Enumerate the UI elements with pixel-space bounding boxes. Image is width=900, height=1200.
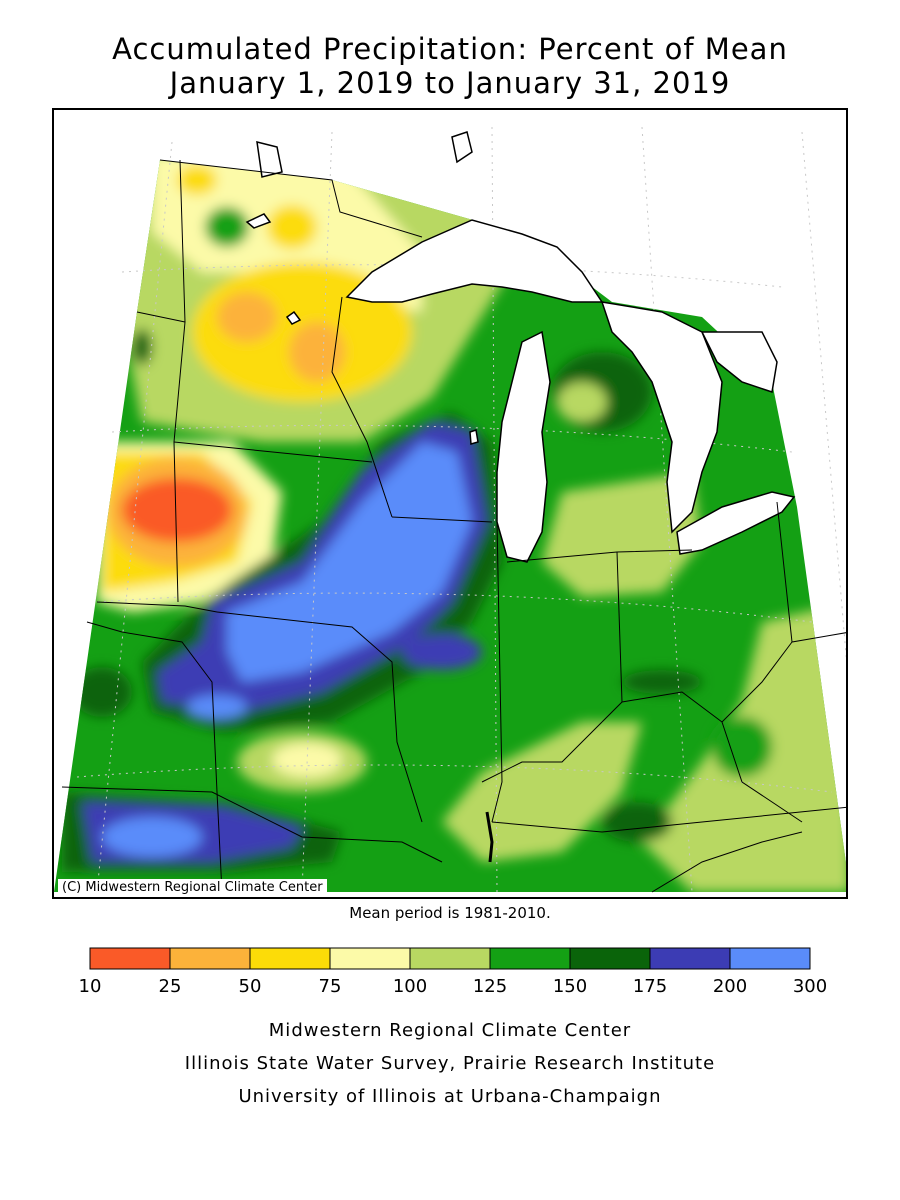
copyright-label: (C) Midwestern Regional Climate Center (58, 879, 327, 896)
border-ne-ks (86, 621, 223, 893)
map-date-range: January 1, 2019 to January 31, 2019 (169, 66, 731, 100)
field-100-125-south (442, 722, 642, 862)
lake-michigan (496, 330, 551, 563)
lake-erie (676, 491, 796, 555)
great-lakes (345, 219, 796, 563)
legend-swatch-7 (649, 947, 731, 970)
border-mn-south (173, 441, 373, 463)
field-75-100-mo (272, 743, 342, 777)
lake-superior (345, 219, 604, 303)
field-green-island (205, 207, 249, 247)
field-150-175-oh (622, 670, 702, 694)
border-il-in (491, 521, 503, 823)
legend-tick-label: 10 (79, 976, 102, 997)
field-10-25-west (122, 478, 232, 542)
legend-tick-label: 75 (319, 976, 342, 997)
field-175-200-patch (402, 634, 482, 670)
legend-tick-label: 300 (793, 976, 827, 997)
legend-swatch-1 (169, 947, 251, 970)
legend-swatch-5 (489, 947, 571, 970)
field-150-175-nd (132, 329, 152, 365)
small-lake-a (285, 310, 302, 325)
field-25-50-b (289, 322, 345, 382)
precipitation-map (52, 108, 848, 899)
field-200-300-band (227, 442, 472, 682)
islands (245, 131, 479, 445)
kentucky-lake (485, 811, 494, 863)
legend-swatch-4 (409, 947, 491, 970)
georgian-bay (700, 331, 778, 393)
legend-swatch-0 (89, 947, 171, 970)
border-ky-tn (491, 806, 846, 833)
field-100-125-mi (557, 382, 607, 422)
legend-tick-label: 125 (473, 976, 507, 997)
small-lake-c (245, 213, 272, 229)
border-mn-west (173, 159, 186, 603)
border-ky-in (481, 721, 603, 783)
field-200-300-patch (187, 695, 247, 719)
small-lake-b (469, 429, 479, 445)
border-mn-wi (331, 296, 393, 518)
legend-swatch-6 (569, 947, 651, 970)
isle-royale (451, 131, 473, 164)
border-wv (721, 721, 803, 823)
field-25-50-a (217, 292, 277, 342)
legend-tick-label: 200 (713, 976, 747, 997)
border-tn-nc (651, 831, 803, 893)
legend-tick-label: 150 (553, 976, 587, 997)
border-sd-ne (96, 601, 218, 613)
mean-period-note: Mean period is 1981-2010. (349, 904, 551, 922)
border-ia-mo (216, 611, 423, 823)
lake-of-the-woods (256, 141, 283, 178)
credit-line-1: Midwestern Regional Climate Center (268, 1020, 632, 1041)
field-200-300-sw (102, 817, 202, 857)
legend-tick-label: 100 (393, 976, 427, 997)
credit-line-3: University of Illinois at Urbana-Champai… (238, 1086, 662, 1107)
field-100-125-se-mi (542, 472, 702, 597)
field-125-150-wv (712, 717, 772, 777)
color-legend: 10 25 50 75 100 125 150 175 200 300 (79, 947, 827, 997)
border-ks-ok (61, 786, 443, 863)
field-150-175-ky (602, 802, 672, 842)
field-yellow-top (177, 165, 217, 195)
border-canada (159, 159, 423, 238)
legend-swatch-2 (249, 947, 331, 970)
map-title: Accumulated Precipitation: Percent of Me… (112, 32, 788, 66)
border-nd-sd (136, 311, 186, 323)
reservoirs (485, 811, 494, 863)
state-borders (61, 159, 846, 893)
legend-tick-label: 25 (159, 976, 182, 997)
credit-line-2: Illinois State Water Survey, Prairie Res… (184, 1053, 716, 1074)
field-150-175-ks (72, 667, 132, 717)
legend-swatch-3 (329, 947, 411, 970)
border-wi-il (391, 516, 493, 523)
legend-swatch-8 (729, 947, 811, 970)
legend-tick-label: 50 (239, 976, 262, 997)
lake-huron (600, 301, 723, 534)
field-yellow-island (267, 205, 317, 249)
legend-tick-label: 175 (633, 976, 667, 997)
